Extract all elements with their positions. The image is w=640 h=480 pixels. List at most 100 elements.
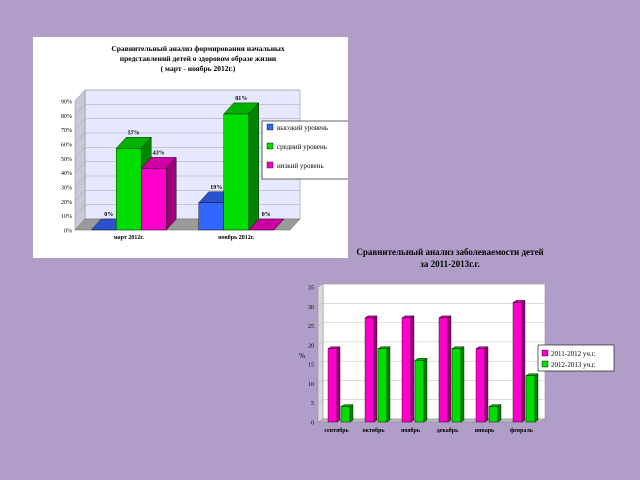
chart2-gridline bbox=[317, 283, 545, 288]
chart2-bar bbox=[414, 357, 428, 423]
chart2-bar-top bbox=[525, 373, 539, 376]
chart1-legend-label: средний уровень bbox=[277, 143, 327, 151]
chart1-bar-front bbox=[223, 113, 249, 231]
chart2-bar bbox=[451, 346, 465, 423]
chart2-category-label: октябрь bbox=[362, 427, 385, 434]
chart2-bar-side bbox=[410, 315, 415, 423]
chart2-bar-top bbox=[364, 315, 378, 319]
chart2-legend-label: 2011-2012 уч.г. bbox=[551, 350, 596, 358]
chart2-bar bbox=[512, 300, 526, 423]
chart2-bar-front bbox=[451, 348, 462, 423]
chart2-title-line-1: Сравнительный анализ заболеваемости дете… bbox=[356, 247, 544, 257]
chart2-bar-top bbox=[438, 315, 452, 319]
chart1-data-label: 0% bbox=[262, 212, 271, 218]
chart1-ytick-label: 70% bbox=[61, 128, 72, 134]
chart2-bar bbox=[377, 346, 391, 423]
chart2-bar-top bbox=[401, 315, 415, 319]
chart2-bar-top bbox=[512, 300, 526, 303]
chart2-bar-side bbox=[423, 357, 428, 423]
chart2-bar-top bbox=[475, 346, 489, 349]
chart2-bar bbox=[364, 315, 378, 423]
chart2-bar-top bbox=[327, 346, 341, 349]
chart1-bar-side bbox=[166, 156, 177, 231]
chart2-gridline bbox=[317, 341, 545, 346]
chart2-gridline bbox=[317, 360, 545, 365]
chart2-bar bbox=[525, 373, 539, 423]
chart2-bar bbox=[340, 404, 354, 423]
chart2-gridline bbox=[317, 303, 545, 307]
chart2-bar bbox=[475, 346, 489, 423]
chart1-svg: Сравнительный анализ формирования началь… bbox=[61, 44, 351, 241]
chart1-ytick-label: 50% bbox=[61, 157, 72, 163]
chart2-title: Сравнительный анализ заболеваемости дете… bbox=[330, 246, 570, 270]
chart2-category-label: сентябрь bbox=[324, 427, 349, 434]
chart2-gridline bbox=[317, 322, 545, 326]
chart2-legend: 2011-2012 уч.г. 2012-2013 уч.г. bbox=[537, 344, 615, 372]
chart2-bar bbox=[438, 315, 452, 423]
chart2-ytick-label: 10 bbox=[308, 382, 314, 388]
chart2-bar-top bbox=[414, 358, 428, 361]
chart2-legend-swatch bbox=[541, 360, 549, 368]
chart1-bar-top bbox=[140, 157, 177, 169]
chart2-bar-side bbox=[349, 404, 354, 423]
chart2-bar-front bbox=[475, 348, 486, 423]
chart2-bar-side bbox=[497, 404, 502, 423]
chart2-ytick-label: 0 bbox=[311, 421, 314, 427]
chart2-bar-side bbox=[484, 346, 489, 423]
chart1-side-wall bbox=[74, 89, 86, 231]
chart2-floor bbox=[317, 418, 546, 423]
chart2-ytick-label: 20 bbox=[308, 343, 314, 349]
chart1-legend-box bbox=[261, 120, 351, 180]
chart1-title-line-2: представлений детей о здоровом образе жи… bbox=[120, 54, 277, 63]
chart2-bar-side bbox=[386, 346, 391, 423]
chart1-legend-swatch bbox=[266, 161, 274, 169]
chart1-bar-top bbox=[248, 218, 285, 231]
chart1-ytick-label: 90% bbox=[61, 100, 72, 106]
chart2-bar-top bbox=[377, 346, 391, 349]
chart2-bar-top bbox=[340, 404, 354, 407]
chart2-ytick-label: 5 bbox=[311, 401, 314, 407]
chart1-ytick-label: 60% bbox=[61, 143, 72, 149]
chart2-bar-side bbox=[336, 346, 341, 423]
chart2-category-label: январь bbox=[475, 428, 495, 434]
chart1-legend-swatch bbox=[266, 123, 274, 131]
chart2-bar-front bbox=[414, 360, 425, 423]
chart2-ytick-label: 25 bbox=[308, 324, 314, 330]
chart2-gridline bbox=[317, 399, 545, 403]
chart2-bar-front bbox=[340, 406, 351, 423]
chart2-category-label: ноябрь bbox=[401, 427, 421, 434]
chart1-bar bbox=[223, 102, 260, 231]
chart2-bar-front bbox=[438, 317, 449, 423]
chart2-gridline bbox=[317, 380, 545, 384]
chart1-ytick-label: 20% bbox=[61, 200, 72, 206]
chart2-category-label: февраль bbox=[510, 427, 534, 434]
chart2-ytick-label: 35 bbox=[308, 286, 314, 292]
chart2-legend-label: 2012-2013 уч.г. bbox=[551, 361, 596, 369]
chart2-bar-side bbox=[373, 315, 378, 423]
chart1-data-label: 81% bbox=[235, 96, 247, 102]
chart2-back-wall bbox=[322, 283, 546, 420]
chart1-legend-swatch bbox=[266, 142, 274, 150]
chart1-category-label: март 2012г. bbox=[114, 235, 145, 241]
chart1-ytick-label: 40% bbox=[61, 171, 72, 177]
chart2-legend-box bbox=[537, 344, 615, 372]
chart2-bar-front bbox=[488, 406, 499, 423]
chart1-bar-top bbox=[223, 102, 260, 115]
chart1-bar-top bbox=[115, 137, 152, 149]
chart1-bar-front bbox=[198, 202, 224, 231]
chart2-bar-front bbox=[525, 375, 536, 423]
chart2-bar-front bbox=[512, 302, 523, 423]
chart1-bar-front bbox=[141, 168, 167, 231]
chart1-panel: Сравнительный анализ формирования началь… bbox=[33, 37, 351, 258]
chart2-bar-side bbox=[460, 346, 465, 423]
chart1-category-label: ноябрь 2012г. bbox=[218, 234, 255, 241]
chart1-ytick-label: 0% bbox=[64, 229, 72, 235]
chart1-gridline bbox=[74, 89, 300, 102]
chart1-gridline bbox=[74, 104, 300, 116]
chart2-ylabel: % bbox=[299, 352, 305, 360]
chart1-data-label: 43% bbox=[153, 150, 165, 156]
chart2-bar-side bbox=[521, 300, 526, 423]
chart1-title-line-3: ( март - ноябрь 2012г.) bbox=[161, 64, 236, 73]
chart2-bar-top bbox=[451, 346, 465, 349]
chart1-ytick-label: 30% bbox=[61, 186, 72, 192]
